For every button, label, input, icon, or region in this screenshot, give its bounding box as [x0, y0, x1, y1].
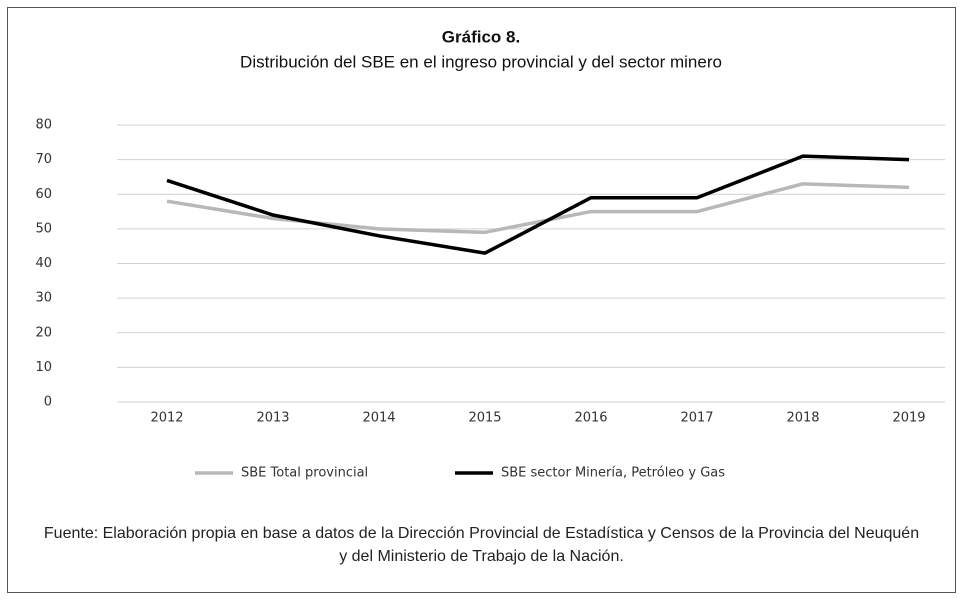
y-tick-label: 70 [35, 152, 52, 167]
x-tick-label: 2019 [892, 411, 925, 426]
series-line [166, 154, 910, 255]
y-tick-label: 50 [35, 221, 52, 236]
x-tick-label: 2016 [574, 411, 607, 426]
x-tick-label: 2015 [468, 411, 501, 426]
legend-label: SBE sector Minería, Petróleo y Gas [501, 466, 725, 481]
x-tick-label: 2014 [362, 411, 395, 426]
x-tick-label: 2012 [150, 411, 183, 426]
y-tick-label: 30 [35, 291, 52, 306]
y-tick-label: 60 [35, 187, 52, 202]
y-tick-label: 40 [35, 256, 52, 271]
y-tick-label: 80 [35, 118, 52, 133]
legend-label: SBE Total provincial [241, 466, 368, 481]
y-tick-label: 20 [35, 325, 52, 340]
source-note: Fuente: Elaboración propia en base a dat… [43, 525, 920, 565]
y-tick-label: 0 [44, 395, 52, 410]
chart-subtitle: Distribución del SBE en el ingreso provi… [240, 52, 722, 71]
x-tick-label: 2013 [256, 411, 289, 426]
y-tick-label: 10 [35, 360, 52, 375]
x-tick-label: 2017 [680, 411, 713, 426]
x-tick-label: 2018 [786, 411, 819, 426]
chart-title: Gráfico 8. [442, 27, 520, 46]
frame [7, 7, 956, 593]
